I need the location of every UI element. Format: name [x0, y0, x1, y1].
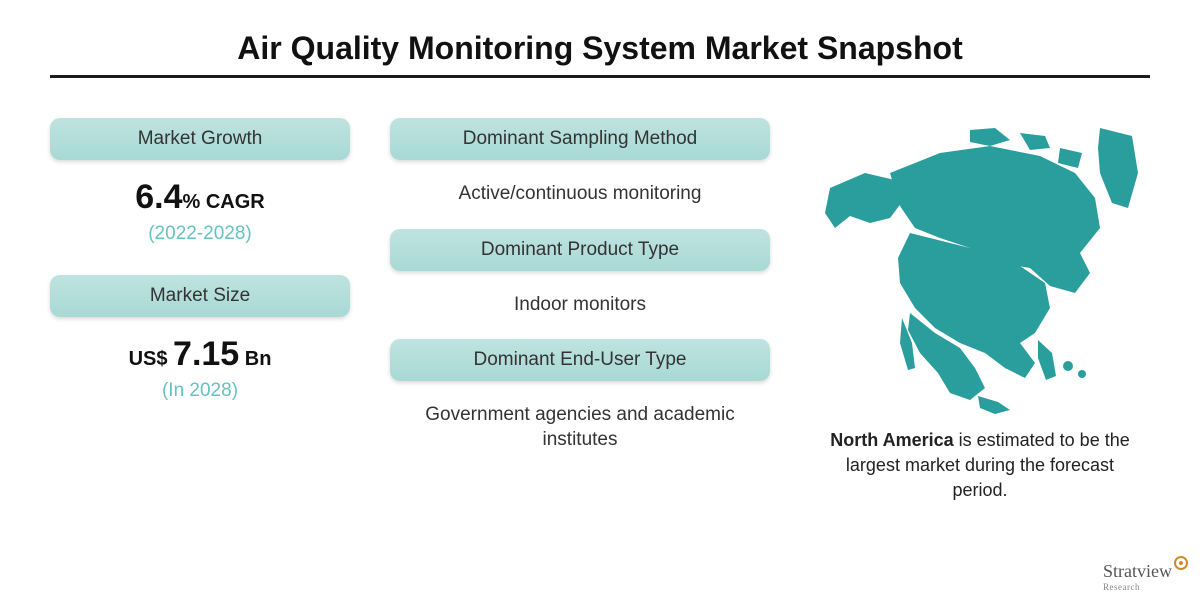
sampling-text: Active/continuous monitoring: [390, 178, 770, 211]
middle-column: Dominant Sampling Method Active/continuo…: [390, 118, 770, 504]
market-size-sub: (In 2028): [50, 380, 350, 402]
left-column: Market Growth 6.4% CAGR (2022-2028) Mark…: [50, 118, 350, 504]
market-growth-label: Market Growth: [50, 118, 350, 160]
growth-big: 6.4: [135, 178, 182, 216]
region-bold: North America: [830, 430, 953, 450]
logo-line1: Stratview: [1103, 561, 1172, 581]
market-growth-block: Market Growth 6.4% CAGR (2022-2028): [50, 118, 350, 245]
north-america-map: [820, 118, 1140, 418]
logo-line2: Research: [1103, 582, 1188, 592]
growth-suffix: % CAGR: [183, 191, 265, 213]
product-label: Dominant Product Type: [390, 229, 770, 271]
title-underline: [50, 75, 1150, 78]
size-suffix: Bn: [239, 348, 271, 370]
logo-target-icon: [1174, 556, 1188, 570]
market-size-label: Market Size: [50, 275, 350, 317]
size-prefix: US$: [129, 348, 173, 370]
product-text: Indoor monitors: [390, 289, 770, 322]
market-size-block: Market Size US$ 7.15 Bn (In 2028): [50, 275, 350, 402]
market-growth-value: 6.4% CAGR: [50, 178, 350, 217]
enduser-label: Dominant End-User Type: [390, 339, 770, 381]
right-column: North America is estimated to be the lar…: [810, 118, 1150, 504]
size-big: 7.15: [173, 335, 239, 373]
market-growth-sub: (2022-2028): [50, 223, 350, 245]
brand-logo: Stratview Research: [1103, 556, 1188, 592]
region-caption: North America is estimated to be the lar…: [810, 428, 1150, 504]
sampling-label: Dominant Sampling Method: [390, 118, 770, 160]
enduser-text: Government agencies and academic institu…: [390, 399, 770, 456]
market-size-value: US$ 7.15 Bn: [50, 335, 350, 374]
page-title: Air Quality Monitoring System Market Sna…: [50, 30, 1150, 67]
